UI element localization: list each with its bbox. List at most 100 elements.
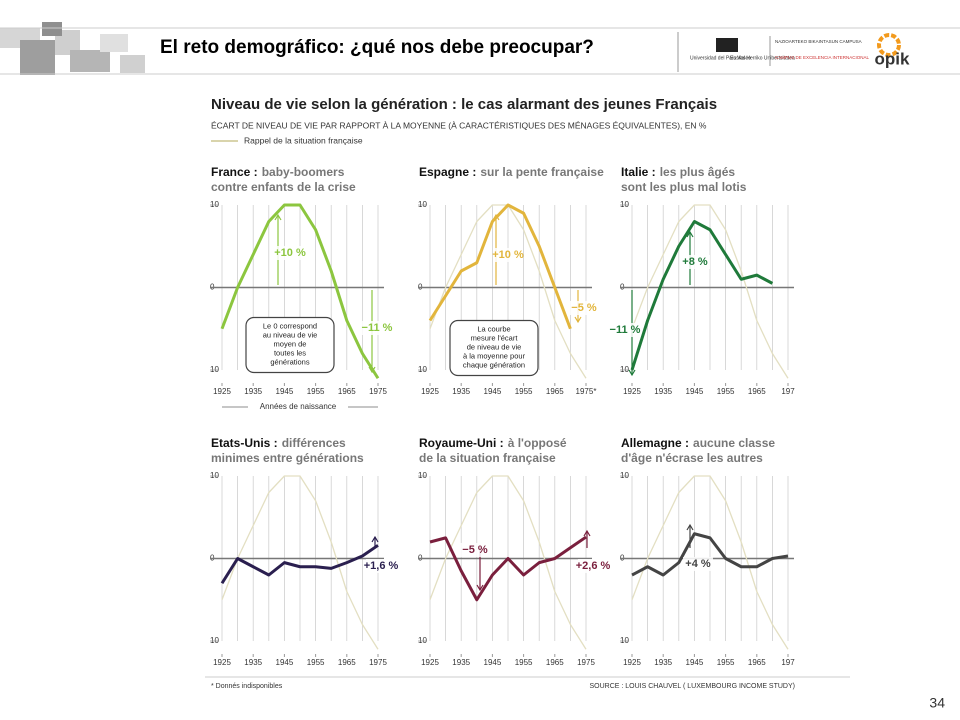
x-tick-label: 1935 xyxy=(452,387,470,396)
x-tick-label: 1925 xyxy=(623,387,641,396)
chart-subtitle: aucune classe xyxy=(693,436,775,450)
callout-text: La courbe xyxy=(477,324,510,333)
annotation: +1,6 % xyxy=(364,560,399,572)
arrow-head xyxy=(583,529,591,537)
series-line xyxy=(630,220,774,371)
annotation: −5 % xyxy=(462,544,488,556)
figure-title: Niveau de vie selon la génération : le c… xyxy=(211,96,717,113)
annotation-bg xyxy=(680,255,710,269)
x-tick-label: 1945 xyxy=(484,387,502,396)
x-tick-label: 1955 xyxy=(515,387,533,396)
mosaic xyxy=(0,22,145,75)
annotation-bg xyxy=(493,248,523,262)
x-tick-label: 1965 xyxy=(338,387,356,396)
logo-mark xyxy=(716,38,738,52)
series-line xyxy=(428,203,572,330)
annotation: −11 % xyxy=(362,322,393,334)
x-tick-label: 1955 xyxy=(717,387,735,396)
x-tick-label: 1955 xyxy=(307,658,325,667)
chart-subtitle: baby-boomers xyxy=(262,165,345,179)
chart-subtitle: à l'opposé xyxy=(508,436,567,450)
x-axis-label: Années de naissance xyxy=(260,402,337,411)
source: SOURCE : LOUIS CHAUVEL ( LUXEMBOURG INCO… xyxy=(590,683,796,690)
x-tick-label: 1935 xyxy=(654,387,672,396)
x-tick-label: 1965 xyxy=(748,387,766,396)
arrow-head xyxy=(371,535,379,543)
callout-text: toutes les xyxy=(274,348,306,357)
x-tick-label: 1945 xyxy=(276,658,294,667)
callout-box xyxy=(245,316,335,374)
x-tick-label: 1945 xyxy=(484,658,502,667)
chart-subtitle: sur la pente française xyxy=(480,165,604,179)
chart-title: France : baby-boomers xyxy=(211,165,345,179)
callout-text: de niveau de vie xyxy=(467,342,522,351)
annotation-bg xyxy=(578,559,608,573)
label-bg xyxy=(248,401,348,413)
x-tick-label: 1965 xyxy=(546,658,564,667)
callout-box xyxy=(449,319,539,377)
arrow-head xyxy=(476,584,484,592)
annotation: +10 % xyxy=(274,247,306,259)
chart-country: France : xyxy=(211,165,258,179)
chart-subtitle: les plus âgés xyxy=(660,165,736,179)
x-tick-label: 1945 xyxy=(276,387,294,396)
arrow-head xyxy=(628,369,636,377)
annotation-bg xyxy=(366,559,396,573)
chart-country: Espagne : xyxy=(419,165,476,179)
chart-country: Allemagne : xyxy=(621,436,689,450)
logo-text: Euskal Herriko Unibertsitatea xyxy=(730,55,795,61)
chart-title: Etats-Unis : différences xyxy=(211,436,346,450)
annotation: −5 % xyxy=(571,302,597,314)
callout-text: chaque génération xyxy=(463,360,525,369)
page-number: 34 xyxy=(929,695,945,711)
annotation: +4 % xyxy=(685,558,711,570)
figure-subtitle: ÉCART DE NIVEAU DE VIE PAR RAPPORT À LA … xyxy=(211,120,707,130)
annotation: −11 % xyxy=(610,324,641,336)
callout-text: moyen de xyxy=(274,339,307,348)
chart-country: Royaume-Uni : xyxy=(419,436,504,450)
series-line xyxy=(220,544,379,585)
chart-subtitle: de la situation française xyxy=(419,451,556,465)
chart-subtitle: d'âge n'écrase les autres xyxy=(621,451,763,465)
x-tick-label: 1935 xyxy=(654,658,672,667)
logo-text: CAMPUS DE EXCELENCIA INTERNACIONAL xyxy=(775,55,870,60)
callout-text: mesure l'écart xyxy=(471,333,519,342)
annotation-bg xyxy=(362,321,392,335)
reference-line xyxy=(631,204,789,379)
x-tick-label: 1935 xyxy=(452,658,470,667)
x-tick-label: 1965 xyxy=(748,658,766,667)
series-line xyxy=(429,535,587,602)
chart-subtitle: contre enfants de la crise xyxy=(211,180,356,194)
logo-mark xyxy=(877,33,901,57)
arrow-head xyxy=(574,316,582,324)
chart-subtitle: minimes entre générations xyxy=(211,451,364,465)
x-tick-label: 1955 xyxy=(717,658,735,667)
annotation: +10 % xyxy=(492,249,524,261)
annotation: +8 % xyxy=(682,256,708,268)
annotation: +2,6 % xyxy=(576,560,611,572)
figure-panel xyxy=(205,88,802,696)
logo-text: opik xyxy=(875,49,910,68)
x-tick-label: 1975 xyxy=(577,658,595,667)
logo-text: NAZIOARTEKO BIKAINTASUN CAMPUSA xyxy=(775,39,862,44)
annotation-bg xyxy=(275,246,305,260)
callout-text: générations xyxy=(270,357,309,366)
x-tick-label: 1925 xyxy=(421,387,439,396)
x-tick-label: 1965 xyxy=(546,387,564,396)
annotation-bg xyxy=(683,557,713,571)
slide-title: El reto demográfico: ¿qué nos debe preoc… xyxy=(160,37,594,58)
annotation-bg xyxy=(460,543,490,557)
x-tick-label: 1965 xyxy=(338,658,356,667)
x-tick-label: 1955 xyxy=(515,658,533,667)
arrow-head xyxy=(686,523,694,531)
chart-title: Royaume-Uni : à l'opposé xyxy=(419,436,567,450)
arrow-head xyxy=(686,230,694,238)
footnote: * Donnés indisponibles xyxy=(211,683,283,690)
x-tick-label: 1945 xyxy=(686,658,704,667)
x-tick-label: 1975 xyxy=(369,658,387,667)
x-tick-label: 1935 xyxy=(244,658,262,667)
x-tick-label: 1975 xyxy=(369,387,387,396)
x-tick-label: 1925 xyxy=(623,658,641,667)
x-tick-label: 1925 xyxy=(213,658,231,667)
